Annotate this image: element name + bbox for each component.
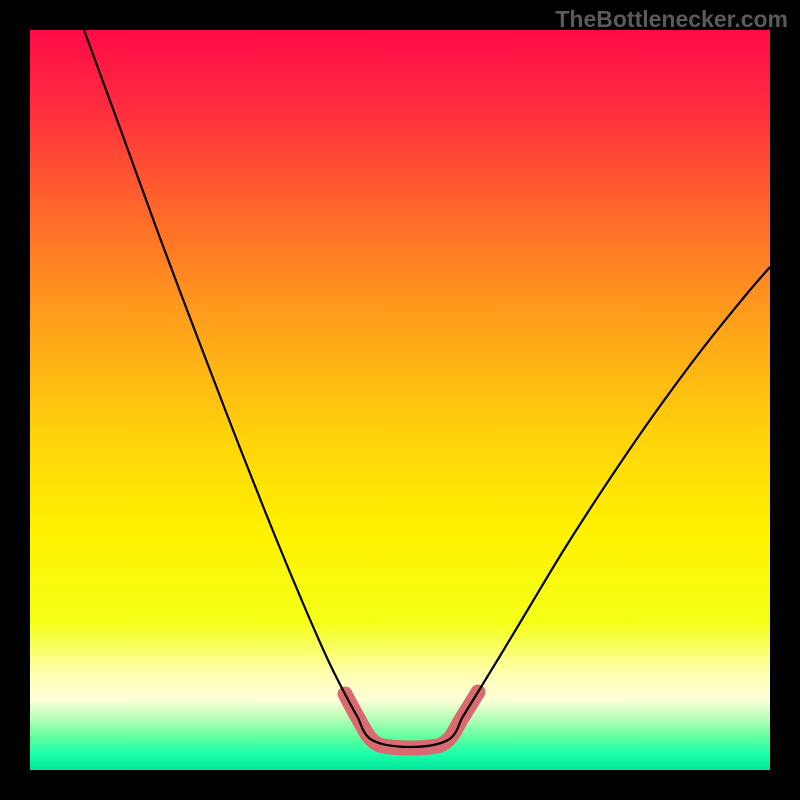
watermark-text: TheBottlenecker.com <box>555 6 788 33</box>
gradient-background <box>30 30 770 770</box>
chart-frame <box>30 30 770 770</box>
